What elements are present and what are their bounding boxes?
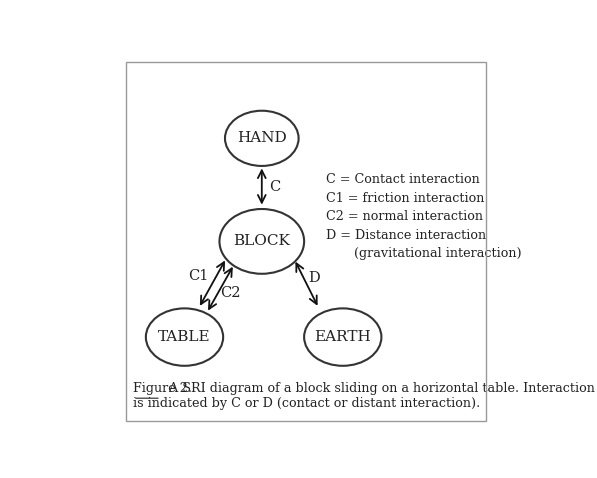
Text: C2 = normal interaction: C2 = normal interaction [326, 210, 483, 223]
Text: Figure 2.: Figure 2. [133, 382, 192, 395]
Text: C2: C2 [220, 286, 241, 300]
Text: EARTH: EARTH [315, 330, 371, 344]
Text: BLOCK: BLOCK [233, 234, 290, 249]
Text: TABLE: TABLE [158, 330, 211, 344]
Text: (gravitational interaction): (gravitational interaction) [326, 247, 522, 260]
Ellipse shape [225, 111, 298, 166]
Text: C: C [269, 180, 281, 194]
Text: D = Distance interaction: D = Distance interaction [326, 228, 487, 241]
Ellipse shape [146, 308, 223, 366]
Text: C1 = friction interaction: C1 = friction interaction [326, 192, 485, 205]
Text: is indicated by C or D (contact or distant interaction).: is indicated by C or D (contact or dista… [133, 397, 480, 410]
Ellipse shape [220, 209, 304, 274]
Text: C1: C1 [188, 270, 209, 283]
Text: C = Contact interaction: C = Contact interaction [326, 174, 480, 186]
Text: D: D [309, 271, 321, 285]
Text: HAND: HAND [237, 131, 287, 145]
Text: A SRI diagram of a block sliding on a horizontal table. Interaction type: A SRI diagram of a block sliding on a ho… [161, 382, 597, 395]
Ellipse shape [304, 308, 381, 366]
